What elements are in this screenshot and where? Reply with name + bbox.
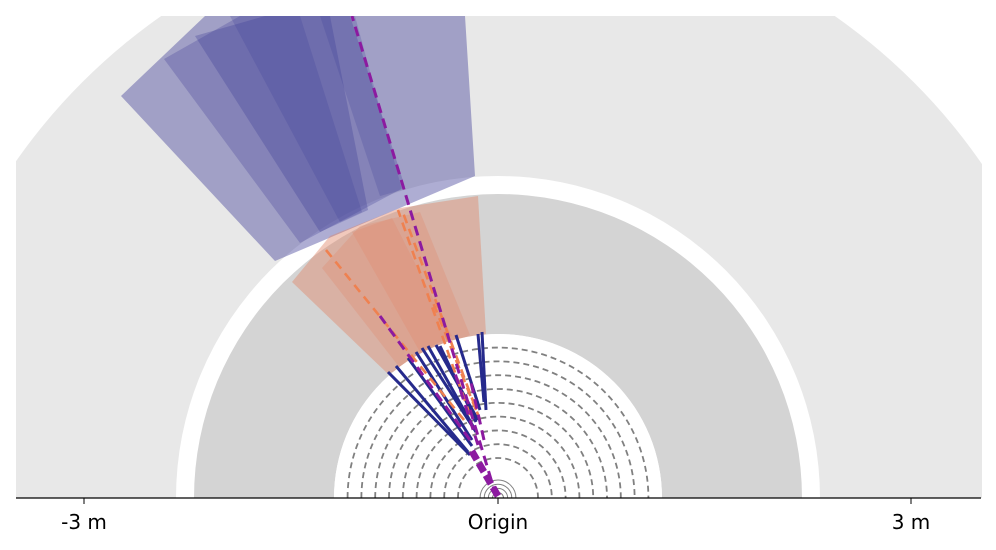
- electron-vertex-segment: [466, 446, 502, 498]
- tracker-layer: [429, 429, 567, 498]
- tracker-layer: [401, 401, 595, 498]
- pixel-layer: [483, 483, 513, 498]
- electron: [378, 315, 472, 441]
- track: [406, 357, 474, 447]
- pixel-layers: [479, 479, 517, 498]
- tick-label-right: 3 m: [892, 510, 931, 534]
- tick-label-left: -3 m: [61, 510, 107, 534]
- ecal-deposit: [292, 196, 486, 374]
- track: [386, 370, 472, 457]
- pixel-layer: [487, 487, 509, 498]
- tick-label-origin: Origin: [468, 510, 528, 534]
- tracker-layer: [360, 360, 636, 498]
- electron: [452, 369, 480, 446]
- hcal-deposit: [195, 16, 368, 232]
- ecal-deposit: [322, 212, 470, 368]
- track: [426, 345, 476, 429]
- photon: [400, 209, 482, 421]
- x-axis-ticks: [83, 498, 912, 504]
- hcal-deposit: [164, 16, 405, 243]
- tracker-layers: [346, 346, 650, 498]
- track: [480, 331, 488, 411]
- track: [454, 334, 482, 411]
- charged-tracks: [386, 331, 488, 457]
- hcal-deposit: [121, 16, 475, 261]
- electron: [468, 377, 486, 441]
- pixel-layer: [479, 479, 517, 498]
- electron-candidates: [350, 16, 498, 497]
- tracker-layer: [443, 443, 553, 498]
- hcal-deposit: [230, 16, 362, 222]
- hadronic-calorimeter: [16, 16, 982, 498]
- hcal-deposit: [320, 16, 402, 196]
- tracker-layer: [457, 457, 539, 498]
- ecal-deposits: [292, 196, 486, 374]
- tracker-layer: [388, 388, 608, 498]
- track: [394, 365, 470, 453]
- tracker-layer: [346, 346, 650, 498]
- tracker-layer: [374, 374, 622, 498]
- electron: [350, 16, 498, 497]
- hcal-deposits: [121, 16, 475, 261]
- photon: [430, 299, 478, 411]
- inner-detector: [334, 334, 662, 498]
- electromagnetic-calorimeter: [194, 194, 802, 498]
- track: [476, 333, 486, 403]
- ecal-deposit: [352, 218, 452, 352]
